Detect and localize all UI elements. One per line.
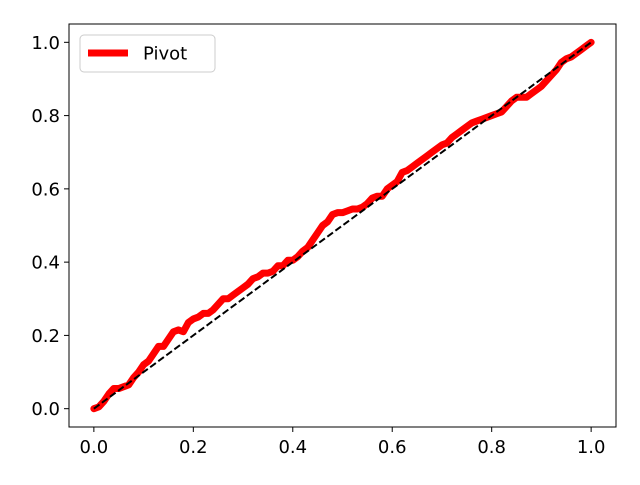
legend-box [79,34,216,73]
x-tick-label: 0.4 [278,437,307,458]
x-tick-label: 1.0 [577,437,606,458]
y-tick-label: 1.0 [31,33,60,54]
y-tick-label: 0.6 [31,179,60,200]
x-tick-label: 0.0 [80,437,109,458]
axes: 0.0 0.2 0.4 0.6 0.8 1.0 0.0 0.2 0.4 0.6 0.8 1.0 [31,23,617,458]
y-tick-label: 0.8 [31,106,60,127]
x-tick-label: 0.8 [477,437,506,458]
axes-frame [68,23,617,428]
legend: Pivot [79,34,216,73]
series-line-reference-diagonal [93,41,592,410]
y-tick-label: 0.2 [31,326,60,347]
x-tick-label: 0.6 [378,437,407,458]
plot-area [90,38,595,413]
legend-label: Pivot [143,44,187,65]
x-tick-label: 0.2 [179,437,208,458]
y-tick-label: 0.4 [31,253,60,274]
y-tick-label: 0.0 [31,399,60,420]
